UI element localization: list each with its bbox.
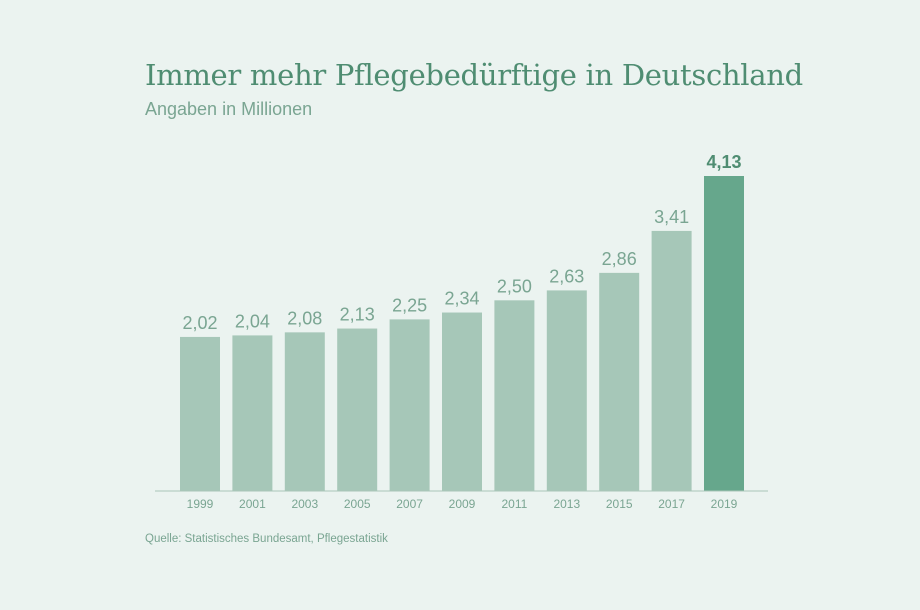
- value-label-1999: 2,02: [182, 313, 217, 333]
- value-label-2015: 2,86: [602, 249, 637, 269]
- chart-subtitle: Angaben in Millionen: [145, 99, 313, 119]
- value-label-2009: 2,34: [444, 289, 479, 309]
- value-label-2003: 2,08: [287, 308, 322, 328]
- bar-2005: [337, 328, 378, 491]
- x-tick-label-2011: 2011: [501, 497, 527, 511]
- x-tick-label-2001: 2001: [239, 497, 266, 511]
- bar-2009: [442, 312, 482, 491]
- bar-2003: [284, 332, 325, 491]
- x-tick-label-2007: 2007: [396, 497, 423, 511]
- x-tick-label-2005: 2005: [344, 497, 371, 511]
- x-tick-label-2013: 2013: [553, 497, 580, 511]
- bar-2015: [599, 272, 640, 491]
- value-label-2001: 2,04: [235, 311, 270, 331]
- bar-1999: [180, 336, 220, 491]
- bar-2013: [546, 290, 587, 491]
- bar-2011: [494, 300, 535, 491]
- bar-2019: [704, 176, 744, 491]
- bar-2001: [232, 335, 273, 491]
- source-note: Quelle: Statistisches Bundesamt, Pfleges…: [145, 533, 388, 545]
- value-label-2005: 2,13: [340, 305, 375, 325]
- value-label-2013: 2,63: [549, 266, 584, 286]
- x-tick-label-2015: 2015: [606, 497, 633, 511]
- chart-title: Immer mehr Pflegebedürftige in Deutschla…: [145, 58, 803, 92]
- x-tick-label-2009: 2009: [449, 497, 476, 511]
- bars-group: [180, 176, 744, 491]
- value-label-2011: 2,50: [497, 276, 532, 296]
- value-label-2007: 2,25: [392, 295, 427, 315]
- bar-2007: [389, 319, 430, 491]
- x-tick-label-1999: 1999: [187, 497, 214, 511]
- x-tick-labels-group: 1999 2001 2003 2005 2007 2009 2011 2013 2015 2017…: [187, 497, 738, 511]
- x-tick-label-2017: 2017: [658, 497, 685, 511]
- value-labels-group: 2,02 2,04 2,08 2,13 2,25 2,34 2,50 2,63 2,86 3,41…: [182, 152, 741, 333]
- value-label-2017: 3,41: [654, 207, 689, 227]
- x-tick-label-2003: 2003: [291, 497, 318, 511]
- bar-2017: [651, 230, 692, 491]
- value-label-2019: 4,13: [706, 152, 741, 172]
- x-tick-label-2019: 2019: [711, 497, 738, 511]
